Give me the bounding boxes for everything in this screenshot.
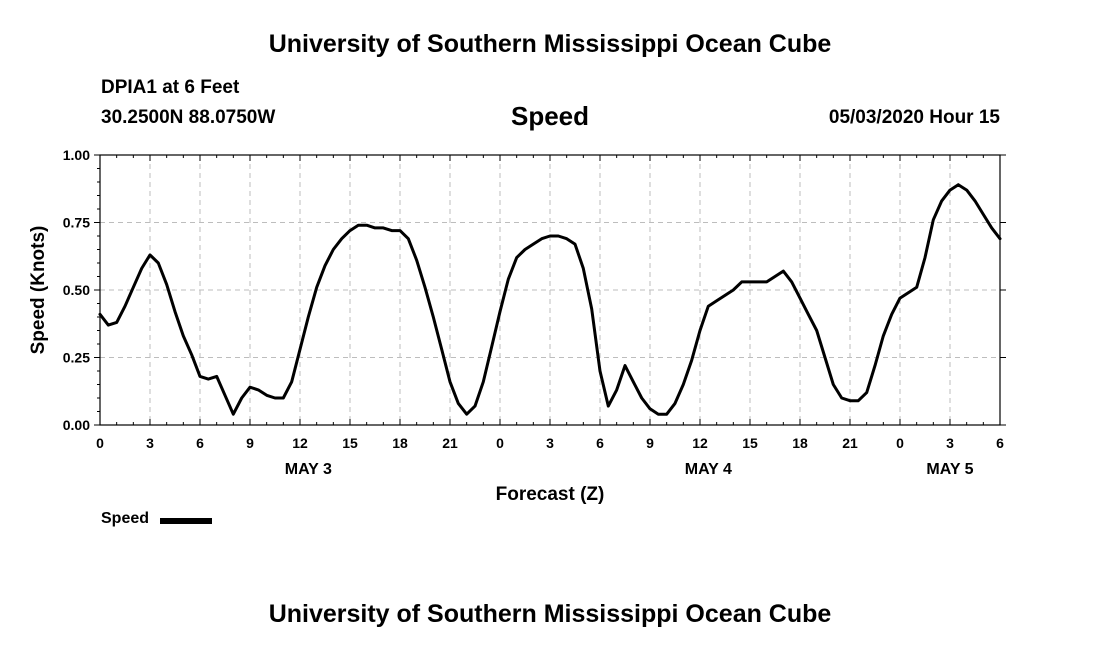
x-tick-label: 3 (946, 435, 954, 451)
date-label: MAY 3 (285, 461, 332, 478)
x-tick-label: 21 (442, 435, 458, 451)
x-tick-label: 6 (996, 435, 1004, 451)
x-tick-label: 9 (246, 435, 254, 451)
legend-label: Speed (101, 510, 150, 527)
y-tick-label: 0.50 (63, 282, 90, 298)
footer-title: University of Southern Mississippi Ocean… (268, 600, 832, 628)
forecast-datetime: 05/03/2020 Hour 15 (828, 107, 1000, 128)
chart-grid (100, 155, 1000, 425)
x-tick-label: 6 (596, 435, 604, 451)
tick-labels: 0 3 6 9 12 15 18 21 0 3 6 9 12 15 18 21 0 3 6 0.00 0.25 0.50 0… (63, 147, 1004, 478)
page-title: University of Southern Mississippi Ocean… (268, 30, 832, 58)
x-tick-label: 15 (742, 435, 758, 451)
date-label: MAY 5 (926, 461, 973, 478)
y-tick-label: 1.00 (63, 147, 90, 163)
x-tick-label: 12 (292, 435, 308, 451)
x-tick-label: 3 (146, 435, 154, 451)
station-coordinates: 30.2500N 88.0750W (101, 107, 276, 128)
x-tick-label: 15 (342, 435, 358, 451)
y-tick-label: 0.25 (63, 350, 90, 366)
x-tick-label: 6 (196, 435, 204, 451)
date-label: MAY 4 (685, 461, 732, 478)
x-tick-label: 12 (692, 435, 708, 451)
station-label: DPIA1 at 6 Feet (101, 77, 240, 98)
y-axis-title: Speed (Knots) (28, 226, 49, 355)
x-tick-label: 21 (842, 435, 858, 451)
x-tick-label: 0 (896, 435, 904, 451)
speed-series-line (98, 183, 1002, 416)
x-tick-label: 0 (496, 435, 504, 451)
x-tick-label: 18 (792, 435, 808, 451)
chart-title: Speed (510, 101, 590, 131)
x-tick-label: 9 (646, 435, 654, 451)
y-tick-label: 0.00 (63, 417, 90, 433)
y-tick-label: 0.75 (63, 215, 90, 231)
x-axis-title: Forecast (Z) (496, 484, 605, 505)
x-tick-label: 18 (392, 435, 408, 451)
legend-swatch (160, 518, 212, 524)
x-tick-label: 3 (546, 435, 554, 451)
axis-ticks (94, 154, 1006, 426)
x-tick-label: 0 (96, 435, 104, 451)
